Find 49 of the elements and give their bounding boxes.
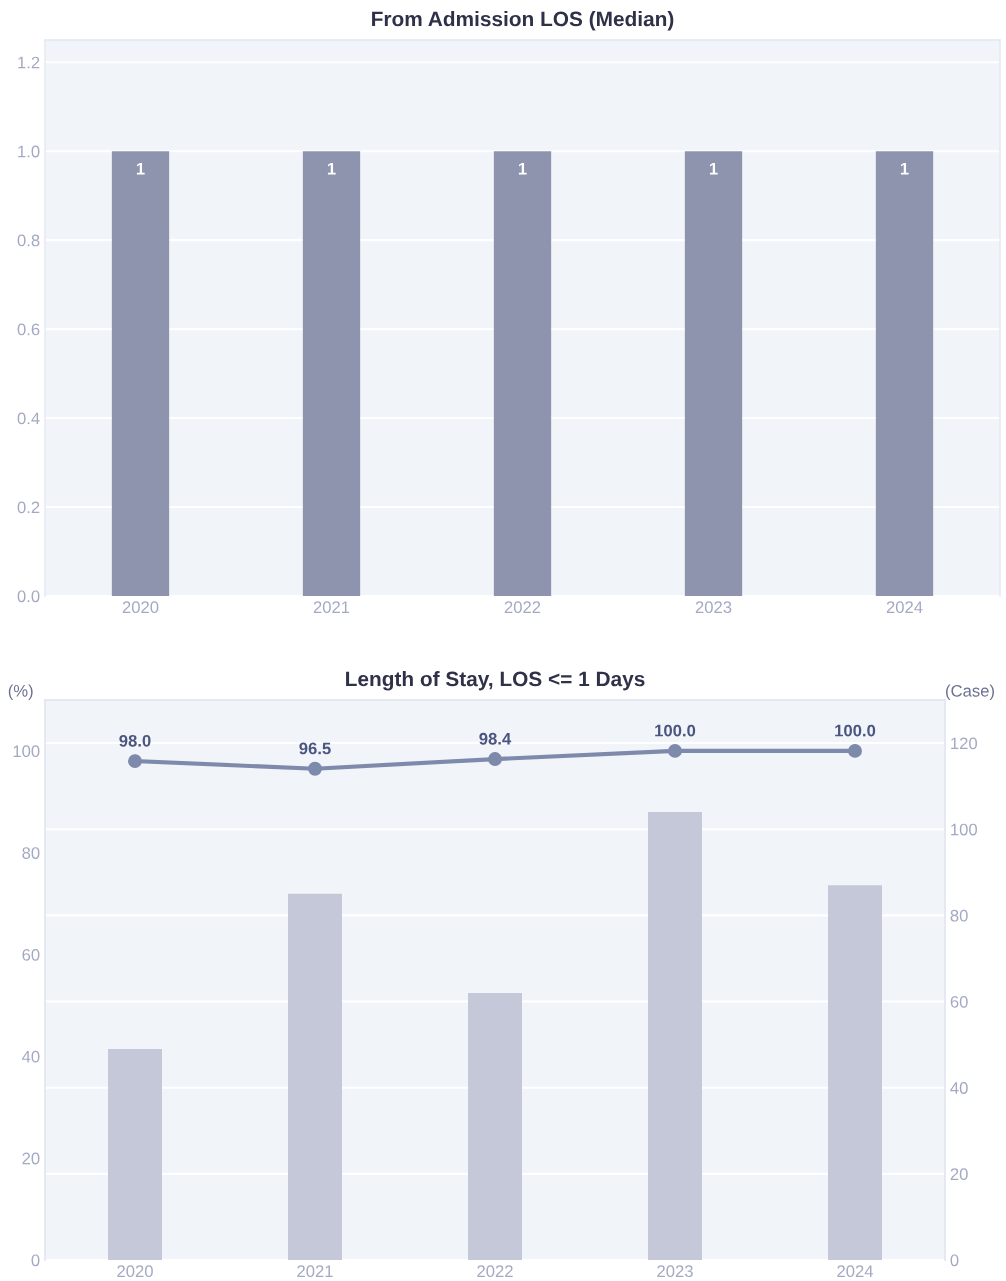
chart-title: Length of Stay, LOS <= 1 Days [346,671,645,691]
bar [468,992,522,1260]
y-tick-label: 1.0 [18,145,40,158]
y-tick-label: 0.8 [17,234,40,247]
y2-axis-title: (Case) [946,684,994,700]
x-tick-label: 2023 [695,601,732,614]
data-label: 100.0 [655,724,696,737]
y-tick-label: 80 [22,847,40,859]
x-tick-label: 2020 [117,1265,153,1278]
data-label: 98.0 [119,734,151,747]
data-label: 1 [136,162,145,175]
y-tick-label: 0.0 [17,590,40,603]
data-label: 1 [900,162,909,175]
x-tick-label: 2021 [297,1265,333,1278]
y-tick-label: 1.2 [18,56,40,69]
y2-tick-label: 40 [950,1082,968,1094]
y2-tick-label: 60 [950,995,968,1008]
data-label: 96.5 [299,742,331,755]
y-tick-label: 40 [21,1050,40,1063]
data-label: 1 [327,162,336,175]
x-tick-label: 2024 [886,601,923,614]
x-tick-label: 2020 [122,601,159,614]
y-tick-label: 0.6 [17,323,40,336]
y2-tick-label: 20 [950,1168,968,1181]
bar [828,885,882,1260]
y-tick-label: 0 [31,1254,40,1267]
x-tick-label: 2023 [657,1265,693,1278]
data-label: 100.0 [835,724,876,737]
y-tick-label: 20 [22,1152,40,1165]
data-label: 1 [518,162,527,175]
y2-tick-label: 120 [951,737,978,750]
y2-tick-label: 100 [951,823,978,836]
y-tick-label: 60 [22,948,40,961]
x-tick-label: 2021 [313,601,350,614]
bar [648,812,702,1260]
y-tick-label: 0.4 [17,412,40,425]
y-tick-label: 100 [13,745,40,758]
y2-tick-label: 80 [950,909,968,922]
y-axis-title: (%) [8,684,33,700]
y2-tick-label: 0 [950,1254,959,1267]
bar [108,1048,162,1260]
data-label: 98.4 [479,732,512,745]
data-label: 1 [709,162,718,175]
chart-title: From Admission LOS (Median) [372,11,674,31]
x-tick-label: 2024 [837,1265,874,1278]
x-tick-label: 2022 [477,1265,513,1278]
x-tick-label: 2022 [504,601,541,614]
y-tick-label: 0.2 [17,501,40,514]
bar [288,893,342,1260]
